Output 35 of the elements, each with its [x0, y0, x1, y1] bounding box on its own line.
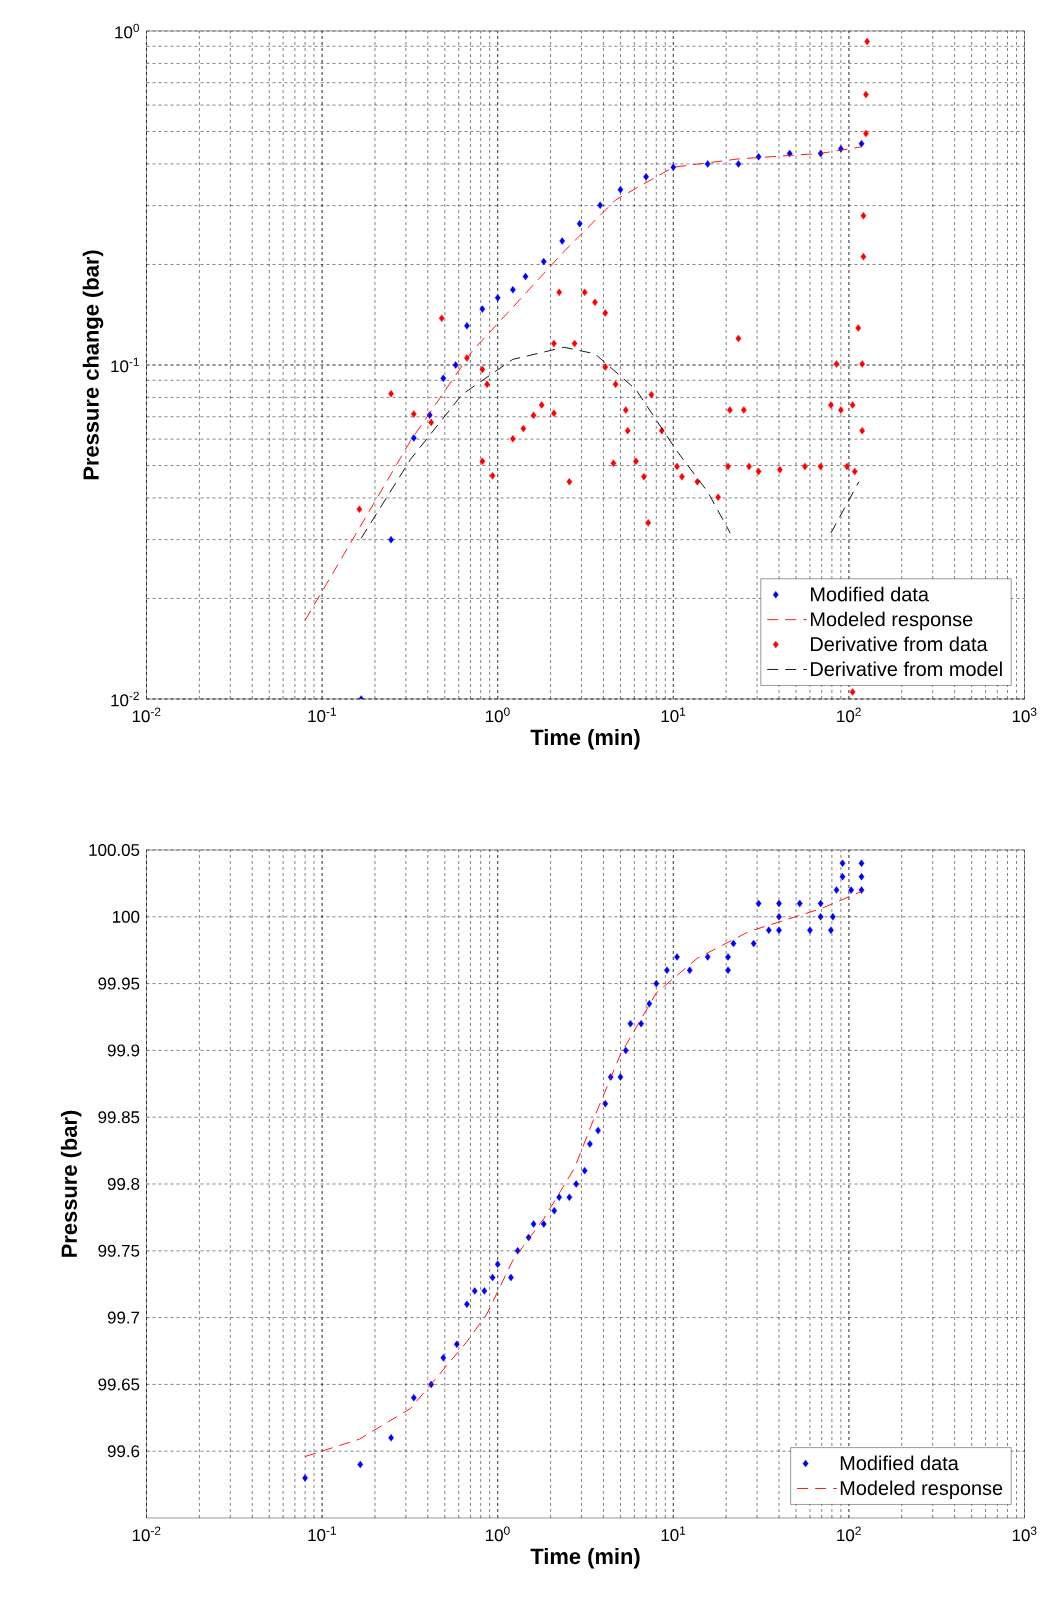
x-tick-label: 10$^{-1}$ — [308, 707, 336, 723]
x-tick-label: 10$^{-2}$ — [132, 1526, 161, 1542]
x-axis-title: Time (min) — [530, 1548, 640, 1569]
y-tick-label: 100 — [113, 910, 140, 923]
y-tick-label: 99.85 — [98, 1111, 140, 1124]
x-tick-label: 10$^{-1}$ — [308, 1526, 336, 1542]
y-tick-label: 99.7 — [107, 1311, 140, 1324]
y-axis-title: Pressure (bar) — [60, 1110, 82, 1257]
legend-label: Modeled response — [811, 611, 973, 631]
x-axis-title: Time (min) — [530, 729, 640, 750]
x-tick-label: 10$^{-2}$ — [132, 707, 161, 723]
legend-label: Derivative from data — [811, 636, 988, 652]
y-tick-label: 99.95 — [98, 977, 140, 990]
x-tick-label: 10$^{3}$ — [1012, 1526, 1037, 1542]
y-tick-label: 10$^{0}$ — [115, 23, 140, 39]
y-tick-label: 100.05 — [89, 844, 140, 856]
x-tick-label: 10$^{1}$ — [661, 707, 686, 723]
x-tick-label: 10$^{3}$ — [1012, 707, 1037, 723]
y-tick-label: 10$^{-1}$ — [111, 357, 139, 373]
y-tick-label: 99.8 — [107, 1178, 140, 1190]
x-tick-label: 10$^{1}$ — [661, 1526, 686, 1542]
legend-label: Modified data — [811, 586, 929, 602]
y-tick-label: 99.75 — [98, 1244, 140, 1257]
x-tick-label: 10$^{2}$ — [837, 1526, 861, 1542]
y-tick-label: 99.9 — [107, 1044, 140, 1057]
y-tick-label: 99.6 — [107, 1445, 140, 1458]
y-axis-title: Pressure change (bar) — [82, 250, 104, 480]
legend-label: Modeled response — [840, 1480, 1003, 1500]
x-tick-label: 10$^{2}$ — [837, 707, 861, 723]
y-tick-label: 10$^{-2}$ — [111, 691, 139, 707]
y-tick-label: 99.65 — [98, 1378, 140, 1391]
legend-label: Modified data — [840, 1455, 959, 1471]
x-tick-label: 10$^{0}$ — [486, 1526, 510, 1542]
x-tick-label: 10$^{0}$ — [486, 707, 510, 723]
legend-label: Derivative from model — [811, 661, 1002, 677]
